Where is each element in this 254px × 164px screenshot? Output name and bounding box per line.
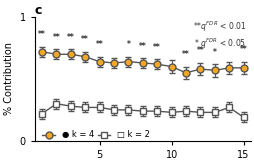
Text: **: ** xyxy=(196,47,203,55)
Text: *: * xyxy=(212,48,216,57)
Text: **: ** xyxy=(96,40,103,49)
Text: **: ** xyxy=(38,30,46,39)
Text: **: ** xyxy=(153,43,161,52)
Text: c: c xyxy=(35,4,42,17)
Text: **: ** xyxy=(81,35,89,44)
Text: **$q^{FDR}$ < 0.01
* $q^{FDR}$ < 0.05: **$q^{FDR}$ < 0.01 * $q^{FDR}$ < 0.05 xyxy=(192,20,246,51)
Text: *: * xyxy=(126,40,130,49)
Text: **: ** xyxy=(52,33,60,42)
Legend: ● k = 4, □ k = 2: ● k = 4, □ k = 2 xyxy=(39,127,153,143)
Text: **: ** xyxy=(67,33,74,42)
Y-axis label: % Contribution: % Contribution xyxy=(4,42,14,115)
Text: **: ** xyxy=(138,41,146,51)
Text: **: ** xyxy=(181,50,189,59)
Text: **: ** xyxy=(239,45,247,54)
